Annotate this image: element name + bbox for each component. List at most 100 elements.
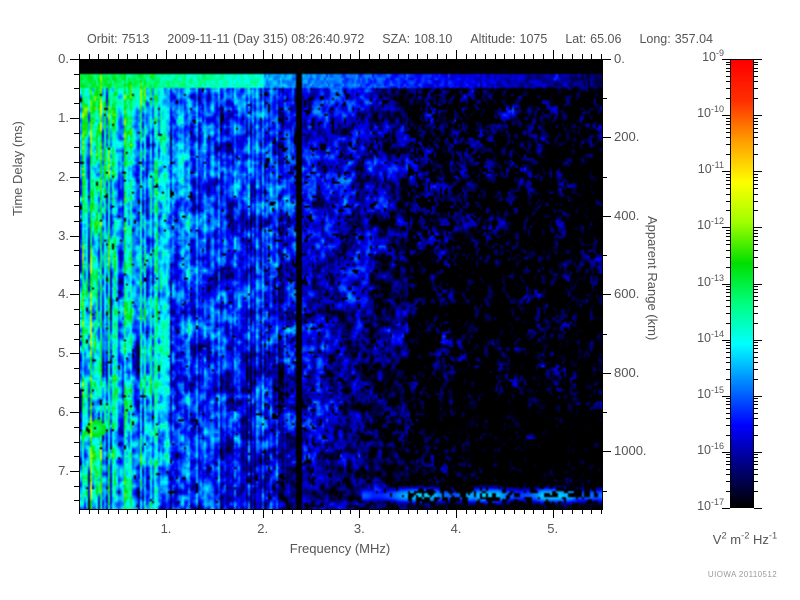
x-tick-top xyxy=(224,54,225,59)
x-tick-top xyxy=(205,54,206,59)
header-field-key: SZA: xyxy=(382,32,411,46)
colorbar-tick-minor xyxy=(726,418,730,419)
y-left-tick-minor xyxy=(74,339,79,340)
colorbar-tick-minor xyxy=(754,180,758,181)
colorbar-tick-major xyxy=(754,340,762,341)
colorbar-tick-minor xyxy=(726,88,730,89)
x-tick-top xyxy=(147,54,148,59)
x-tick-minor xyxy=(301,509,302,514)
x-tick-top xyxy=(417,54,418,59)
x-tick-top xyxy=(311,54,312,59)
colorbar-tick-minor xyxy=(754,244,758,245)
colorbar-tick-minor xyxy=(754,144,758,145)
colorbar-tick-minor xyxy=(754,236,758,237)
x-tick-minor xyxy=(475,509,476,514)
colorbar-tick-minor xyxy=(754,257,758,258)
colorbar-tick-minor xyxy=(726,62,730,63)
x-tick-major xyxy=(263,509,264,518)
colorbar-tick-minor xyxy=(726,408,730,409)
colorbar-tick-minor xyxy=(754,313,758,314)
colorbar-tick-major xyxy=(722,396,730,397)
colorbar-tick-major xyxy=(754,59,762,60)
x-tick-minor xyxy=(408,509,409,514)
y-left-tick-minor xyxy=(74,397,79,398)
y-right-tick-minor xyxy=(602,491,607,492)
y-left-tick-minor xyxy=(74,309,79,310)
colorbar-tick-minor xyxy=(754,454,758,455)
colorbar-tick-minor xyxy=(726,296,730,297)
colorbar-tick-major xyxy=(754,452,762,453)
colorbar-tick-label: 10-16 xyxy=(697,440,724,457)
x-tick-top xyxy=(524,54,525,59)
colorbar-tick-minor xyxy=(754,289,758,290)
colorbar-tick-major xyxy=(754,171,762,172)
x-tick-minor xyxy=(369,509,370,514)
colorbar-tick-minor xyxy=(754,201,758,202)
x-tick-minor xyxy=(591,509,592,514)
x-tick-top xyxy=(272,54,273,59)
spectrogram-image xyxy=(80,60,602,509)
x-tick-top xyxy=(253,54,254,59)
header-field-value: 108.10 xyxy=(414,32,453,46)
colorbar-tick-major xyxy=(722,59,730,60)
colorbar-tick-minor xyxy=(726,132,730,133)
colorbar-tick-minor xyxy=(754,435,758,436)
y-right-tick-label: 200. xyxy=(614,129,640,145)
colorbar-tick-minor xyxy=(754,188,758,189)
header-field-key: Altitude: xyxy=(470,32,516,46)
y-axis-right-title: Apparent Range (km) xyxy=(645,216,660,341)
colorbar-tick-minor xyxy=(726,348,730,349)
x-tick-top xyxy=(379,54,380,59)
colorbar-tick-minor xyxy=(726,352,730,353)
colorbar-tick-minor xyxy=(754,457,758,458)
x-tick-minor xyxy=(504,509,505,514)
x-tick-top xyxy=(408,54,409,59)
x-tick-top xyxy=(601,54,602,59)
x-tick-minor xyxy=(311,509,312,514)
x-tick-minor xyxy=(398,509,399,514)
colorbar-tick-minor xyxy=(754,425,758,426)
x-tick-minor xyxy=(340,509,341,514)
header-metadata: Orbit: 7513 2009-11-11 (Day 315) 08:26:40.… xyxy=(0,30,800,48)
colorbar-group xyxy=(730,59,754,508)
x-tick-major xyxy=(553,509,554,518)
header-field-value: 357.04 xyxy=(674,32,713,46)
colorbar-units-label: V2 m-2 Hz-1 xyxy=(712,530,778,547)
x-tick-minor xyxy=(572,509,573,514)
colorbar-tick-minor xyxy=(754,81,758,82)
x-tick-minor xyxy=(214,509,215,514)
header-field: Lat: 65.06 xyxy=(565,32,621,46)
y-right-tick-major xyxy=(602,294,611,295)
colorbar-tick-minor xyxy=(754,68,758,69)
colorbar-tick-label: 10-13 xyxy=(697,272,724,289)
spectrogram-canvas xyxy=(80,60,602,509)
y-right-tick-label: 600. xyxy=(614,286,640,302)
colorbar-tick-minor xyxy=(754,408,758,409)
colorbar-tick-minor xyxy=(726,76,730,77)
y-axis-left-title: Time Delay (ms) xyxy=(10,121,25,216)
x-tick-label: 3. xyxy=(353,521,365,536)
y-left-tick-label: 7. xyxy=(58,462,69,478)
x-tick-top xyxy=(437,54,438,59)
x-tick-top xyxy=(330,54,331,59)
credit-label: UIOWA 20110512 xyxy=(707,570,778,579)
x-tick-top xyxy=(514,54,515,59)
header-field: Orbit: 7513 xyxy=(87,32,149,46)
colorbar-tick-minor xyxy=(754,461,758,462)
x-tick-top xyxy=(427,54,428,59)
x-tick-top xyxy=(108,54,109,59)
header-field: SZA: 108.10 xyxy=(382,32,452,46)
x-tick-minor xyxy=(253,509,254,514)
x-tick-top xyxy=(562,54,563,59)
colorbar-tick-minor xyxy=(754,71,758,72)
colorbar-tick-minor xyxy=(754,362,758,363)
colorbar-tick-minor xyxy=(726,240,730,241)
colorbar-tick-minor xyxy=(726,230,730,231)
colorbar-tick-label: 10-11 xyxy=(697,159,724,176)
colorbar-tick-minor xyxy=(726,292,730,293)
y-left-tick-major xyxy=(70,177,79,178)
x-tick-minor xyxy=(292,509,293,514)
colorbar-tick-major xyxy=(722,340,730,341)
colorbar-tick-minor xyxy=(754,118,758,119)
colorbar-tick-minor xyxy=(754,132,758,133)
